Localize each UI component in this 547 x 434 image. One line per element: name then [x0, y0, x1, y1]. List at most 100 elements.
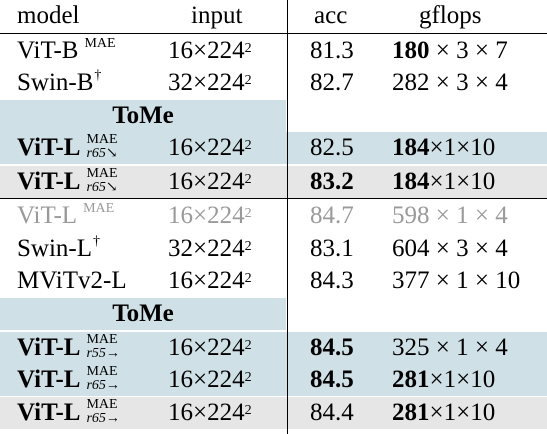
section-row-tome: ToMe [0, 100, 547, 132]
acc-cell: 83.1 [310, 235, 354, 262]
model-sup: MAE [86, 364, 118, 379]
input-exponent: 2 [244, 370, 252, 385]
header-input: input [191, 2, 243, 29]
model-cell: ViT-L MAE r55→ [17, 332, 126, 364]
input-cell: 16×2242 [168, 200, 252, 232]
model-cell: ViT-L MAE r65→ [17, 364, 126, 396]
input-exponent: 2 [244, 73, 252, 88]
model-sup: MAE [86, 332, 118, 347]
input-exponent: 2 [244, 206, 252, 221]
input-cell: 32×2242 [168, 67, 252, 99]
table-row: ViT-L MAE r55→ 16×2242 84.5 325 × 1 × 4 [0, 332, 547, 364]
gflops-cell: 598 × 1 × 4 [392, 200, 508, 232]
model-supsub: MAE r65→ [86, 397, 126, 429]
header-acc: acc [314, 2, 348, 29]
model-cell: Swin-B† [17, 67, 101, 99]
input-exponent: 2 [244, 138, 252, 153]
header-divider [0, 33, 547, 34]
model-name: ViT-L [17, 168, 81, 195]
model-name: ViT-L [17, 202, 78, 229]
model-supsub: MAE r65↘ [86, 132, 126, 164]
input-value: 16×224 [168, 267, 245, 294]
input-value: 16×224 [168, 202, 245, 229]
gflops-bold: 184 [392, 168, 430, 195]
input-cell: 16×2242 [168, 166, 252, 198]
model-sub: r65↘ [86, 146, 118, 161]
input-cell: 16×2242 [168, 132, 252, 164]
header-gflops: gflops [419, 2, 482, 29]
table-row: ViT-L MAE r65↘ 16×2242 82.5 184×1×10 [0, 132, 547, 164]
model-sup: † [94, 68, 102, 83]
acc-cell: 84.3 [310, 267, 354, 294]
section-bg [0, 298, 286, 330]
gflops-rest: ×1×10 [429, 366, 496, 393]
input-value: 32×224 [168, 235, 245, 262]
model-cell: ViT-L MAE r65↘ [17, 166, 126, 198]
gflops-rest: 282 × 3 × 4 [392, 69, 508, 96]
table-row: Swin-L† 32×2242 83.1 604 × 3 × 4 [0, 233, 547, 265]
acc-cell: 83.2 [310, 168, 354, 195]
input-cell: 16×2242 [168, 364, 252, 396]
model-name: ViT-B [17, 37, 79, 64]
input-cell: 16×2242 [168, 35, 252, 67]
model-name: ViT-L [17, 334, 81, 361]
table-row: ViT-L MAE r65→ 16×2242 84.4 281×1×10 [0, 397, 547, 429]
gflops-bold: 184 [392, 134, 430, 161]
gflops-rest: ×1×10 [429, 168, 496, 195]
model-name: Swin-L [17, 235, 92, 262]
input-exponent: 2 [244, 41, 252, 56]
input-exponent: 2 [244, 338, 252, 353]
input-exponent: 2 [244, 239, 252, 254]
model-cell: ViT-B MAE [17, 35, 116, 67]
acc-cell: 84.7 [310, 202, 354, 229]
model-name: ViT-L [17, 366, 81, 393]
gflops-cell: 281×1×10 [392, 364, 495, 396]
row-divider [0, 198, 547, 199]
gflops-rest: ×1×10 [429, 399, 496, 426]
gflops-rest: ×1×10 [429, 134, 496, 161]
section-bg [0, 100, 286, 132]
model-cell: Swin-L† [17, 233, 100, 265]
input-cell: 16×2242 [168, 265, 252, 297]
header-row: model input acc gflops [0, 0, 547, 32]
model-cell: ViT-L MAE r65↘ [17, 132, 126, 164]
model-supsub: MAE r65→ [86, 364, 126, 396]
model-sub: r65↘ [86, 180, 118, 195]
gflops-bold: 180 [392, 37, 430, 64]
gflops-rest: 604 × 3 × 4 [392, 235, 508, 262]
input-value: 32×224 [168, 69, 245, 96]
model-sub: r65→ [86, 411, 120, 426]
gflops-cell: 604 × 3 × 4 [392, 233, 508, 265]
gflops-rest: × 3 × 7 [429, 37, 508, 64]
section-label-tome: ToMe [112, 300, 174, 327]
model-sup: MAE [83, 201, 115, 216]
gflops-cell: 377 × 1 × 10 [392, 265, 520, 297]
input-exponent: 2 [244, 271, 252, 286]
model-sup: MAE [86, 166, 118, 181]
model-cell: ViT-L MAE r65→ [17, 397, 126, 429]
gflops-cell: 184×1×10 [392, 166, 495, 198]
model-cell: MViTv2-L [17, 265, 127, 297]
input-value: 16×224 [168, 134, 245, 161]
model-name: ViT-L [17, 134, 81, 161]
input-exponent: 2 [244, 403, 252, 418]
gflops-cell: 180 × 3 × 7 [392, 35, 508, 67]
gflops-cell: 184×1×10 [392, 132, 495, 164]
input-cell: 32×2242 [168, 233, 252, 265]
model-sup: MAE [86, 132, 118, 147]
table-row: ViT-B MAE 16×2242 81.3 180 × 3 × 7 [0, 35, 547, 67]
acc-cell: 81.3 [310, 37, 354, 64]
acc-cell: 84.5 [310, 366, 354, 393]
section-row-tome: ToMe [0, 298, 547, 330]
input-exponent: 2 [244, 172, 252, 187]
header-model: model [17, 2, 80, 29]
model-name: ViT-L [17, 399, 81, 426]
input-value: 16×224 [168, 334, 245, 361]
model-sub: r65→ [86, 378, 120, 393]
gflops-cell: 281×1×10 [392, 397, 495, 429]
model-supsub: MAE r65↘ [86, 166, 126, 198]
input-value: 16×224 [168, 37, 245, 64]
gflops-rest: 598 × 1 × 4 [392, 202, 508, 229]
column-divider [287, 0, 288, 434]
